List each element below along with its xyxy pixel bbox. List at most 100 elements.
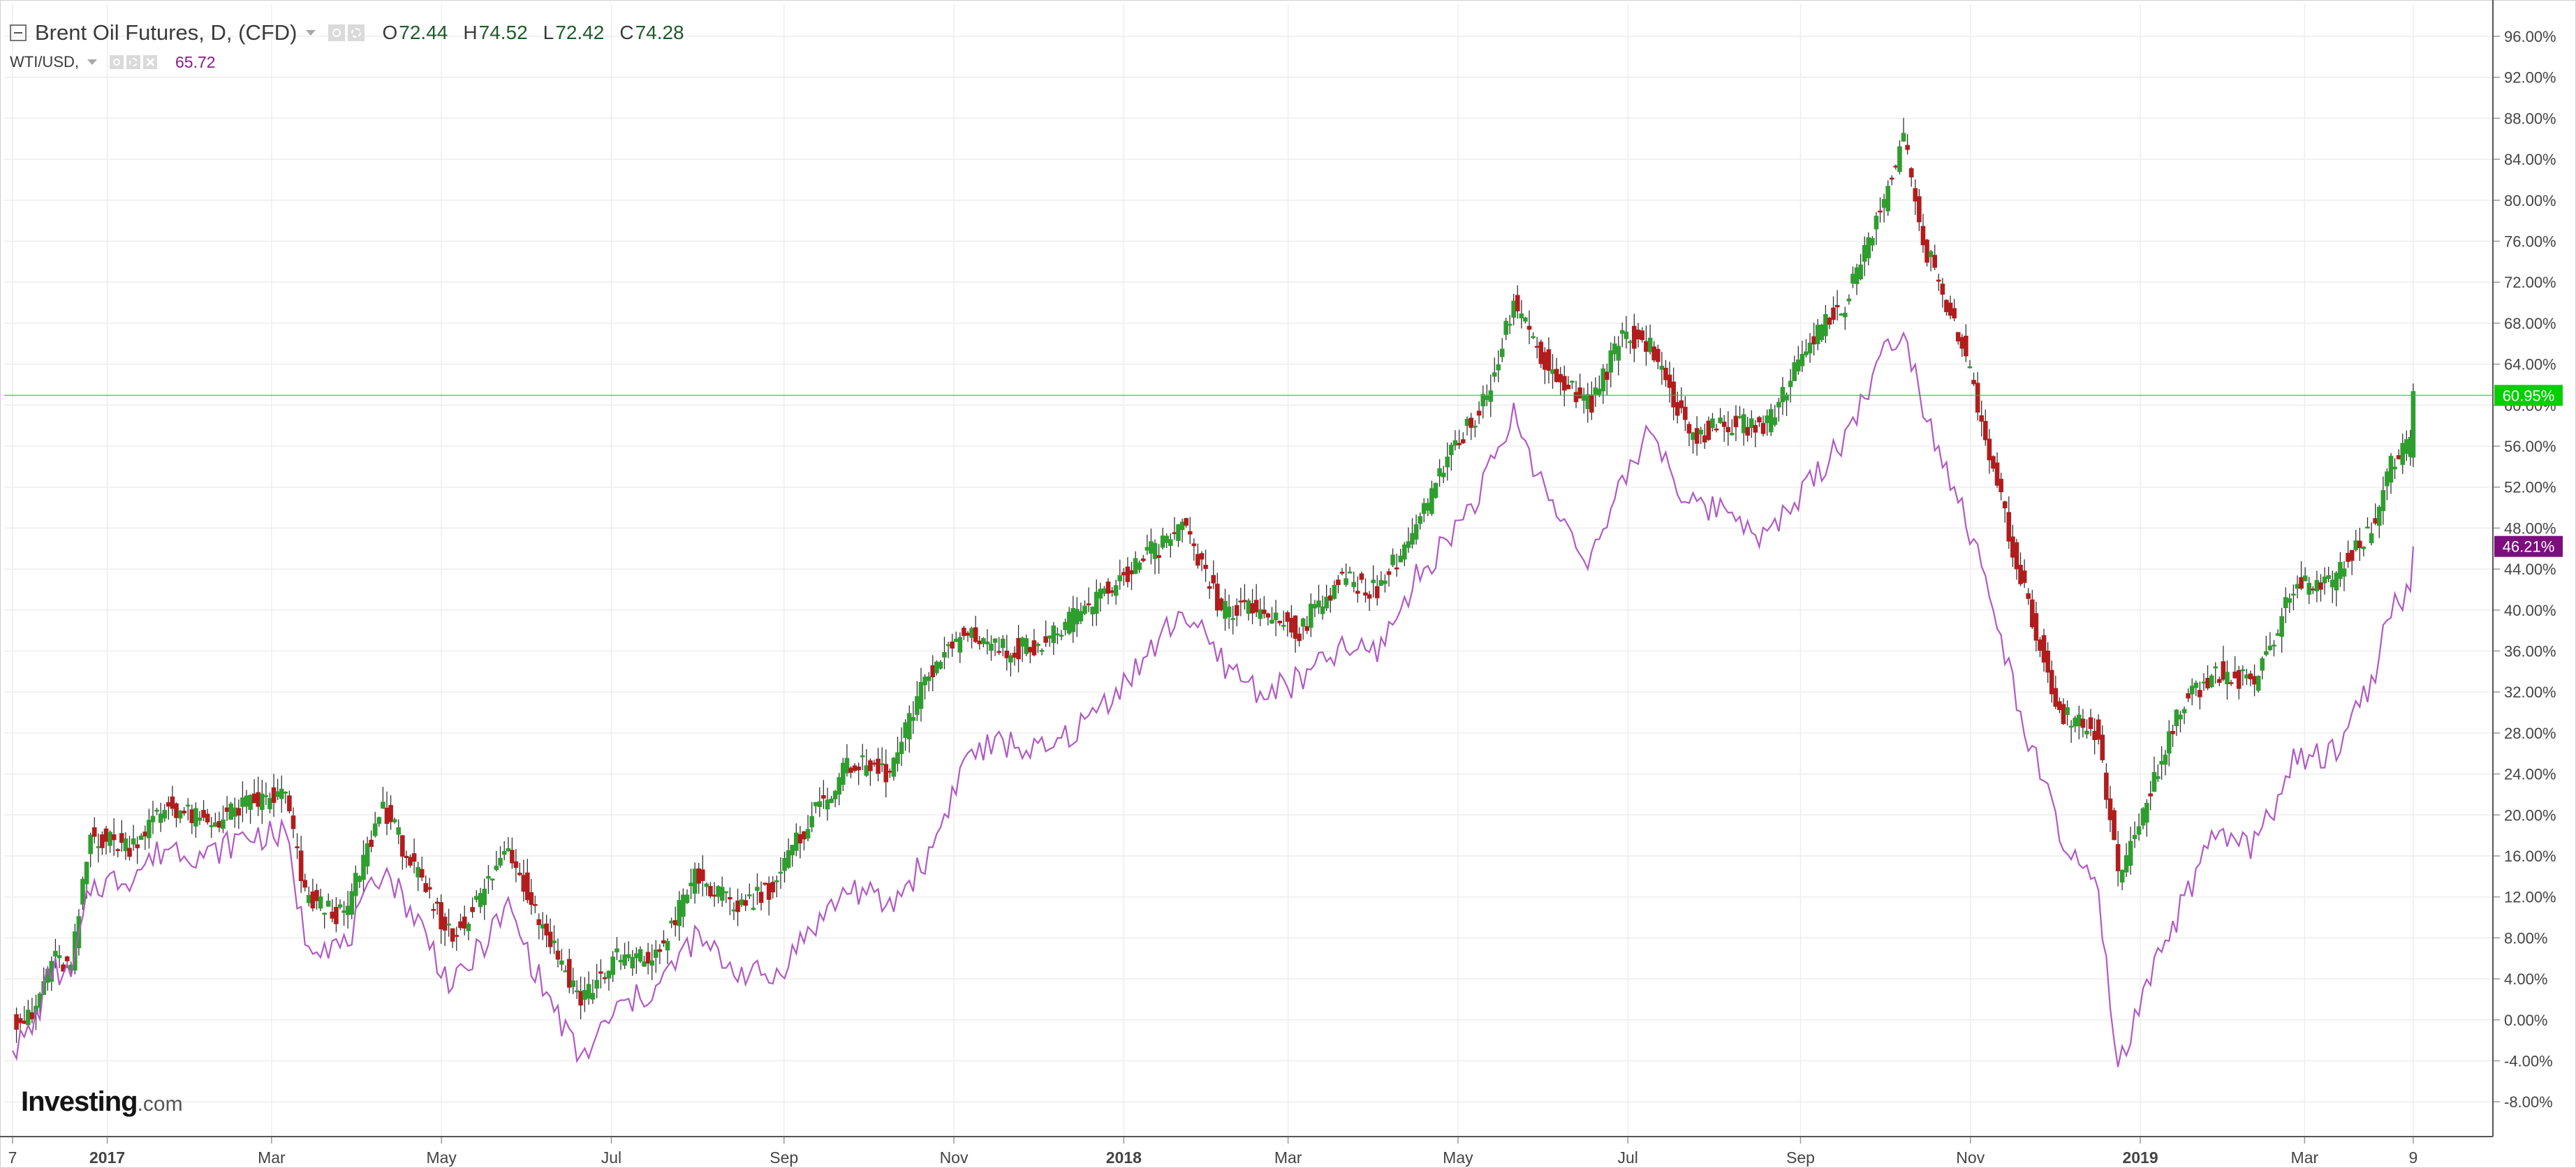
candle-body	[1371, 579, 1376, 584]
candle-body	[1226, 606, 1232, 617]
candle-body	[279, 788, 284, 799]
candle-body	[1055, 633, 1060, 635]
candle-body	[1262, 609, 1267, 614]
candle-body	[2163, 754, 2168, 765]
candle-body	[1999, 478, 2003, 493]
candle-body	[2201, 681, 2207, 684]
candle-body	[103, 828, 109, 842]
eye-icon[interactable]	[110, 55, 124, 69]
candle-body	[938, 661, 943, 669]
candle-body	[193, 808, 198, 827]
candle-body	[1413, 524, 1419, 540]
candle-body	[700, 869, 705, 881]
candle-body	[1078, 611, 1084, 622]
candle-body	[1928, 251, 1934, 258]
candle-body	[2170, 731, 2175, 734]
candle-body	[763, 882, 767, 885]
candle-body	[1846, 298, 1852, 302]
candle-body	[2299, 577, 2304, 589]
candle-body	[544, 923, 549, 936]
candle-body	[1469, 417, 1474, 428]
gear-icon[interactable]	[126, 55, 140, 69]
y-tick-label: 0.00%	[2504, 1012, 2547, 1029]
collapse-icon[interactable]	[10, 24, 27, 41]
candle-body	[1410, 533, 1415, 545]
candle-body	[2217, 679, 2222, 683]
candle-body	[1207, 586, 1212, 589]
candle-body	[205, 813, 210, 822]
candle-body	[1457, 443, 1462, 445]
candle-body	[1031, 640, 1037, 656]
candle-body	[1374, 586, 1380, 598]
close-value: C74.28	[619, 22, 684, 43]
candle-body	[1593, 387, 1598, 395]
candle-body	[739, 899, 744, 905]
candle-body	[240, 797, 245, 807]
candle-body	[478, 893, 483, 908]
candle-body	[743, 900, 749, 906]
candle-body	[1554, 369, 1559, 383]
candle-body	[618, 959, 624, 963]
candle-body	[2041, 635, 2047, 663]
candle-body	[1870, 238, 1875, 246]
candle-body	[962, 628, 966, 636]
candle-body	[1191, 543, 1197, 547]
candle-body	[170, 796, 175, 809]
candle-body	[1757, 417, 1762, 422]
candle-body	[2014, 542, 2019, 570]
candle-body	[1807, 342, 1813, 354]
candle-body	[766, 882, 772, 900]
candle-body	[782, 857, 787, 871]
candle-body	[2341, 568, 2347, 577]
candle-body	[871, 762, 877, 765]
candle-body	[1842, 312, 1848, 318]
candle-body	[147, 820, 152, 838]
candle-body	[53, 950, 58, 957]
candle-body	[1511, 300, 1516, 318]
gear-icon[interactable]	[347, 24, 365, 41]
candle-body	[446, 924, 451, 926]
candle-body	[1991, 456, 1996, 469]
candle-body	[2061, 704, 2066, 725]
candle-body	[1854, 267, 1860, 284]
candle-body	[318, 896, 323, 909]
candle-body	[552, 940, 557, 943]
candle-body	[263, 795, 269, 797]
candle-body	[1647, 337, 1653, 353]
candle-body	[1461, 439, 1466, 443]
candle-body	[1230, 618, 1235, 620]
candle-body	[2287, 598, 2292, 603]
candle-body	[1418, 516, 1422, 524]
wti-last-value-tag-bg	[2494, 535, 2563, 557]
candle-body	[1406, 541, 1411, 548]
candle-body	[746, 894, 752, 896]
candle-body	[345, 905, 351, 915]
candle-body	[251, 793, 257, 804]
candle-body	[1332, 584, 1337, 599]
candle-body	[1702, 435, 1707, 443]
candle-body	[1258, 609, 1263, 619]
eye-icon[interactable]	[327, 24, 345, 41]
candle-body	[334, 907, 339, 924]
candle-body	[2248, 673, 2253, 679]
candle-body	[298, 850, 304, 882]
candle-body	[91, 827, 97, 837]
brent-last-value-tag-bg	[2494, 385, 2563, 406]
candle-body	[415, 866, 420, 878]
candle-body	[1488, 390, 1494, 402]
candle-body	[2330, 579, 2335, 588]
candle-body	[490, 878, 495, 881]
candle-body	[1913, 188, 1918, 202]
caret-down-icon[interactable]	[305, 30, 316, 36]
candle-body	[1784, 394, 1789, 401]
candle-body	[26, 1010, 31, 1026]
close-icon[interactable]	[143, 55, 157, 69]
candle-body	[119, 833, 124, 843]
candle-body	[2349, 549, 2355, 561]
candle-body	[1955, 332, 1961, 342]
caret-down-icon[interactable]	[87, 59, 97, 65]
candle-body	[1531, 336, 1536, 339]
y-tick-label: 8.00%	[2504, 929, 2547, 947]
candle-body	[2404, 439, 2409, 454]
